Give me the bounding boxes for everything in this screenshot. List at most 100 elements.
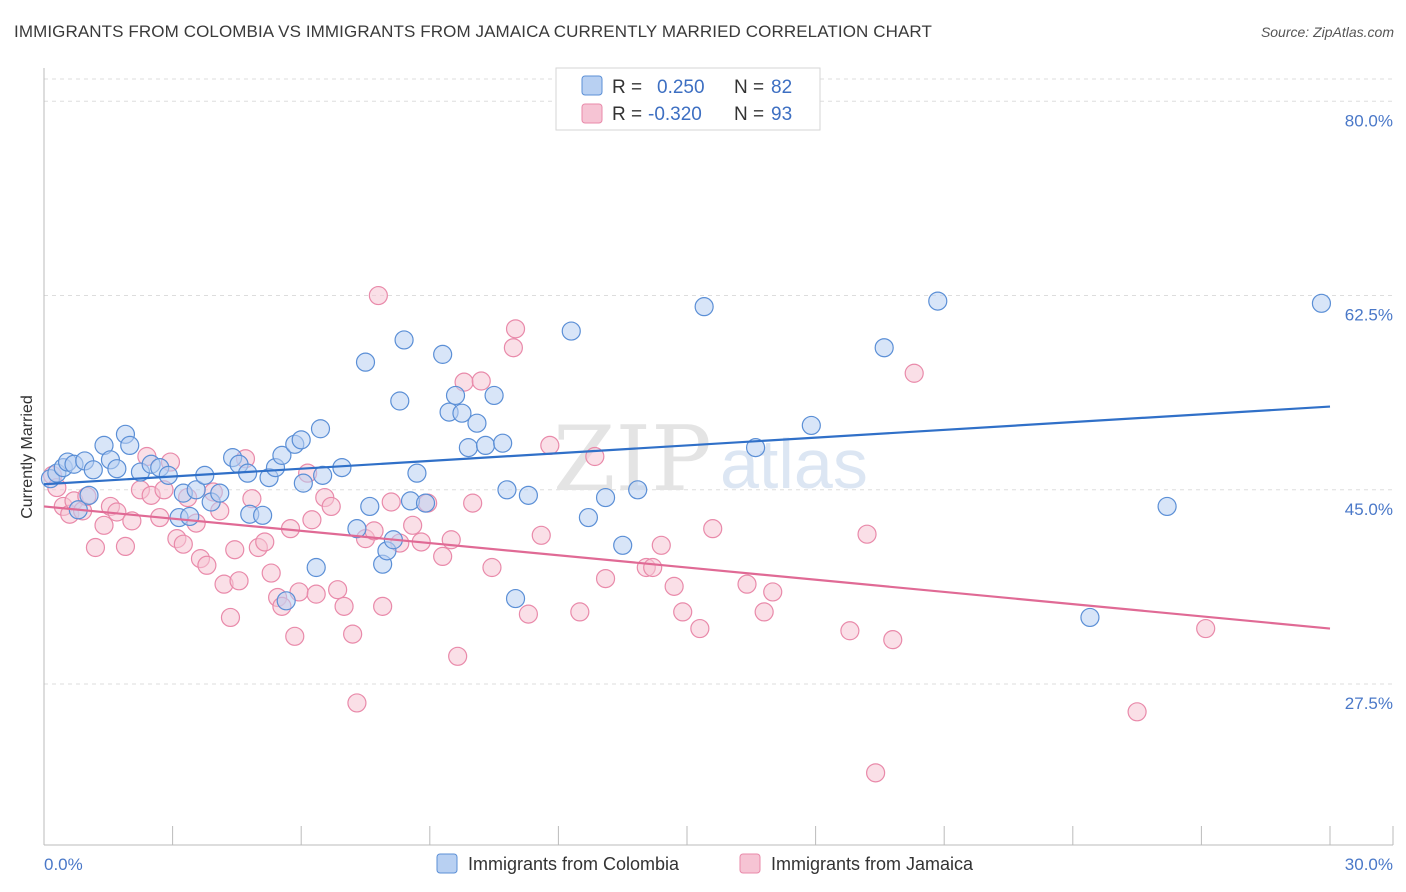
jamaica-point — [754, 602, 774, 622]
y-tick-label: 45.0% — [1345, 500, 1393, 519]
axes — [43, 68, 1393, 846]
legend-n-value-1: 82 — [771, 77, 792, 98]
jamaica-point — [197, 555, 217, 575]
grid-lines — [44, 78, 1393, 685]
colombia-point — [694, 297, 714, 317]
jamaica-point — [347, 693, 367, 713]
jamaica-point — [643, 557, 663, 578]
colombia-point — [433, 344, 453, 364]
colombia-point — [390, 391, 410, 411]
series-legend-swatch-colombia — [436, 853, 458, 874]
colombia-point — [180, 506, 200, 527]
jamaica-point — [285, 626, 305, 646]
jamaica-point — [255, 532, 275, 552]
y-tick-label: 27.5% — [1345, 694, 1393, 713]
jamaica-point — [737, 574, 757, 594]
jamaica-point — [225, 540, 245, 560]
jamaica-point — [664, 576, 684, 596]
x-ticks — [43, 826, 1394, 845]
jamaica-point — [94, 515, 114, 535]
y-tick-label: 80.0% — [1345, 111, 1393, 130]
colombia-point — [595, 487, 616, 508]
legend: R = 0.250 N = 82 R = -0.320 N = 93 — [555, 67, 821, 131]
colombia-point — [578, 507, 599, 528]
jamaica-point — [115, 536, 136, 557]
colombia-point — [475, 435, 496, 455]
colombia-point — [415, 493, 436, 513]
series-legend-label-jamaica: Immigrants from Jamaica — [771, 854, 974, 874]
series-legend-label-colombia: Immigrants from Colombia — [468, 854, 680, 874]
jamaica-point — [433, 546, 453, 567]
colombia-point — [79, 485, 99, 505]
jamaica-point — [883, 630, 903, 650]
jamaica-point — [595, 568, 616, 589]
jamaica-point — [403, 515, 423, 535]
legend-swatch-jamaica — [581, 103, 603, 124]
jamaica-point — [540, 435, 560, 455]
jamaica-point — [368, 285, 388, 306]
legend-r-value-2: -0.320 — [648, 104, 702, 125]
colombia-point — [1311, 293, 1332, 313]
x-tick-label-max: 30.0% — [1345, 855, 1393, 874]
x-tick-label-min: 0.0% — [44, 855, 83, 874]
chart-title: IMMIGRANTS FROM COLOMBIA VS IMMIGRANTS F… — [14, 22, 932, 41]
jamaica-point — [85, 537, 106, 558]
jamaica-point — [503, 338, 523, 358]
jamaica-point — [904, 363, 924, 383]
legend-n-label-2: N = — [734, 104, 764, 125]
jamaica-point — [763, 582, 783, 602]
series-legend: Immigrants from Colombia Immigrants from… — [436, 853, 974, 874]
colombia-point — [874, 338, 894, 358]
jamaica-point — [261, 563, 281, 583]
colombia-point — [313, 465, 333, 485]
y-axis-label: Currently Married — [19, 395, 36, 519]
jamaica-point — [122, 511, 142, 531]
legend-n-label-1: N = — [734, 77, 764, 98]
colombia-point — [310, 419, 331, 439]
colombia-point — [210, 483, 230, 503]
colombia-point — [445, 385, 466, 406]
jamaica-point — [690, 618, 710, 639]
jamaica-point — [373, 596, 393, 616]
jamaica-point — [463, 493, 483, 513]
legend-r-label-1: R = — [612, 77, 642, 98]
legend-r-label-2: R = — [612, 104, 642, 125]
colombia-point — [928, 291, 948, 311]
colombia-point — [120, 435, 140, 455]
jamaica-point — [673, 602, 693, 622]
jamaica-point — [381, 492, 401, 512]
colombia-point — [83, 460, 103, 480]
colombia-point — [291, 430, 311, 450]
jamaica-point — [1196, 618, 1216, 639]
colombia-point — [253, 505, 273, 525]
jamaica-point — [448, 646, 468, 666]
jamaica-point — [570, 602, 590, 622]
jamaica-point — [857, 524, 877, 544]
colombia-point — [355, 352, 376, 372]
jamaica-point — [321, 496, 341, 517]
y-tick-labels: 27.5% 45.0% 62.5% 80.0% — [1345, 111, 1393, 713]
legend-swatch-colombia — [581, 75, 603, 96]
jamaica-point — [471, 371, 491, 391]
colombia-point — [452, 403, 472, 423]
jamaica-point — [518, 604, 538, 624]
jamaica-point — [651, 535, 671, 555]
colombia-point — [1080, 607, 1100, 628]
jamaica-point — [173, 534, 193, 554]
jamaica-trend-line — [43, 505, 1331, 630]
jamaica-point — [302, 510, 322, 530]
colombia-point — [107, 459, 127, 479]
jamaica-point — [1127, 702, 1147, 722]
series-legend-swatch-jamaica — [739, 853, 761, 874]
colombia-point — [1157, 496, 1177, 517]
jamaica-point — [229, 571, 249, 591]
trend-lines — [43, 405, 1331, 630]
legend-r-value-1: 0.250 — [657, 77, 705, 98]
colombia-point — [628, 480, 648, 500]
colombia-point — [484, 385, 504, 406]
colombia-point — [347, 519, 367, 539]
jamaica-point — [866, 763, 886, 783]
jamaica-point — [505, 319, 526, 339]
colombia-point — [272, 445, 292, 465]
colombia-point — [613, 535, 633, 555]
